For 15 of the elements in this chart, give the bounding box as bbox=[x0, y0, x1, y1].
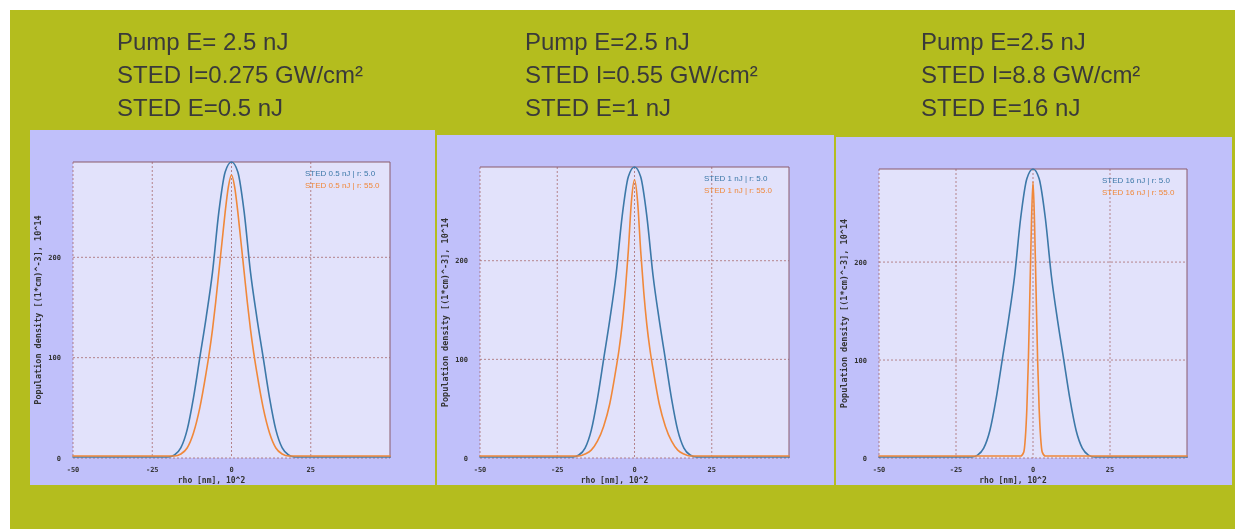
text: STED 0.5 nJ | r: 5.0 bbox=[305, 169, 376, 178]
y-axis-title: Population density [(1*cm)^-3], 10^14 bbox=[839, 218, 849, 409]
text: STED 16 nJ | r: 5.0 bbox=[1102, 176, 1171, 185]
x-axis-title: rho [nm], 10^2 bbox=[979, 476, 1047, 485]
chart-title: Pump E= 2.5 nJ STED I=0.275 GW/cm² STED E=0.5 nJ bbox=[117, 28, 364, 121]
y-axis-title: Population density [(1*cm)^-3], 10^14 bbox=[33, 215, 43, 405]
text: STED 1 nJ | r: 5.0 bbox=[704, 174, 768, 183]
text: STED 1 nJ | r: 55.0 bbox=[704, 186, 773, 195]
x-axis-title: rho [nm], 10^2 bbox=[580, 476, 649, 485]
y-axis-title: Population density [(1*cm)^-3], 10^14 bbox=[440, 217, 450, 408]
x-axis-title: rho [nm], 10^2 bbox=[177, 476, 246, 485]
chart-title: Pump E=2.5 nJ STED I=0.55 GW/cm² STED E=1 nJ bbox=[525, 28, 758, 121]
text: STED 16 nJ | r: 55.0 bbox=[1102, 188, 1175, 197]
chart-title: Pump E=2.5 nJ STED I=8.8 GW/cm² STED E=16 nJ bbox=[921, 28, 1141, 121]
text: STED 0.5 nJ | r: 55.0 bbox=[305, 181, 381, 190]
